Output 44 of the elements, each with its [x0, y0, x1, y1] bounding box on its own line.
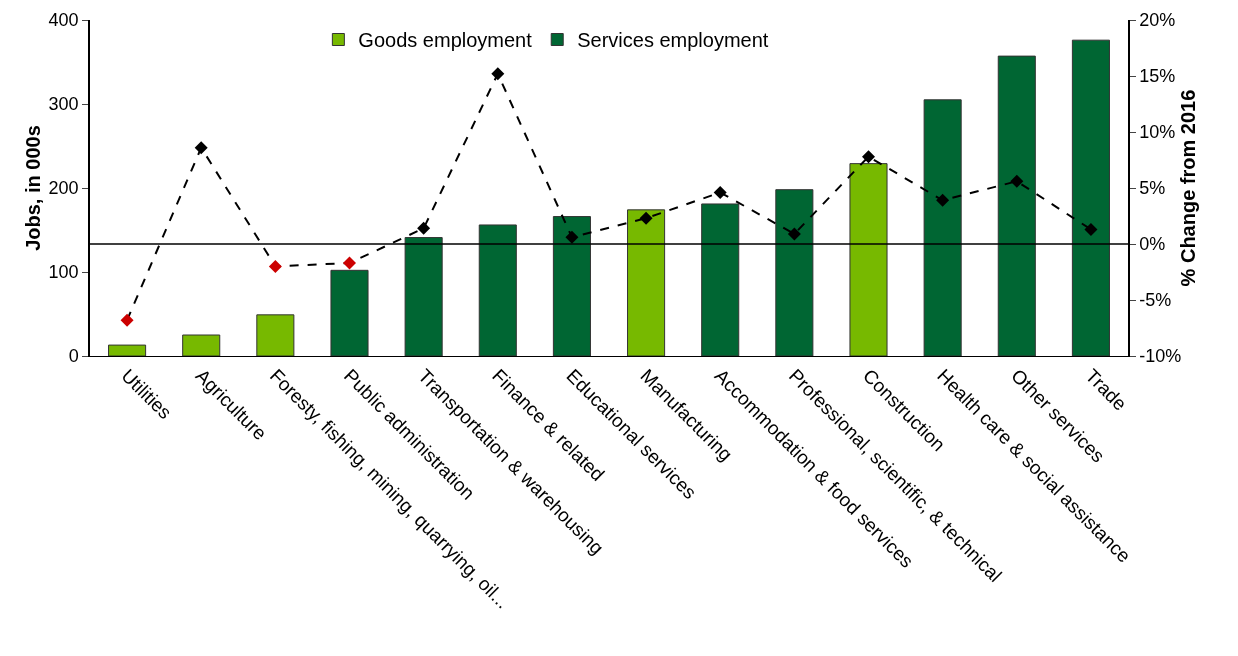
bar: [182, 334, 221, 356]
point: [491, 67, 505, 81]
point: [936, 193, 950, 207]
point: [713, 185, 727, 199]
y-tick-label: 300: [48, 94, 79, 115]
bar: [849, 163, 888, 356]
point: [787, 227, 801, 241]
point: [268, 259, 282, 273]
bar: [404, 237, 443, 356]
y-tick-label: 200: [48, 178, 79, 199]
bar: [330, 269, 369, 356]
y2-tick-label: 20%: [1139, 10, 1176, 31]
point: [1010, 174, 1024, 188]
bar: [256, 314, 295, 356]
y2-tick-label: -10%: [1139, 346, 1182, 367]
point: [120, 313, 134, 327]
y2-axis-title: % Change from 2016: [1177, 89, 1200, 287]
bar: [923, 99, 962, 356]
point: [343, 256, 356, 270]
y2-tick-label: 10%: [1139, 122, 1176, 143]
bar: [1071, 39, 1110, 356]
bar: [108, 344, 147, 356]
y-axis-title: Jobs, in 000s: [21, 125, 44, 251]
bar: [552, 216, 591, 356]
y2-tick-label: 0%: [1139, 234, 1166, 255]
y-tick-label: 400: [48, 10, 79, 31]
point: [565, 230, 579, 244]
point: [1084, 222, 1098, 236]
point: [417, 221, 431, 235]
y-tick-label: 0: [68, 346, 79, 367]
y2-tick-label: -5%: [1139, 290, 1172, 311]
y-tick-label: 100: [48, 262, 79, 283]
point: [639, 211, 653, 225]
bar: [627, 209, 666, 356]
legend-label: Services employment: [577, 29, 769, 52]
point: [194, 141, 208, 155]
legend-label: Goods employment: [358, 29, 533, 52]
bar: [478, 224, 517, 356]
bar: [997, 55, 1036, 356]
bar: [701, 203, 740, 356]
y2-tick-label: 5%: [1139, 178, 1166, 199]
point: [862, 150, 875, 164]
bar: [775, 189, 814, 356]
y2-tick-label: 15%: [1139, 66, 1176, 87]
